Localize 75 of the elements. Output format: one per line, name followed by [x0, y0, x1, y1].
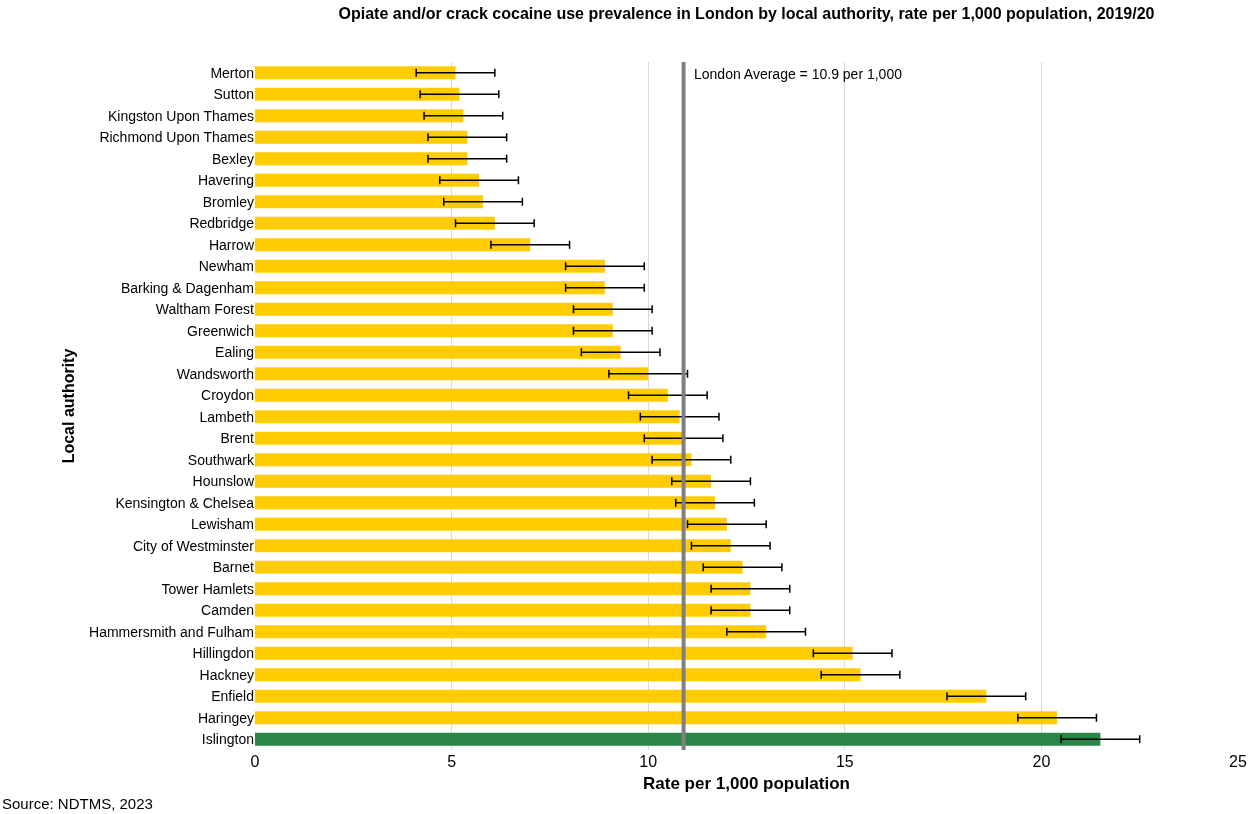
y-tick-label: Haringey — [197, 709, 254, 726]
chart-title: Opiate and/or crack cocaine use prevalence in London by local authority, rate per 1,000 population, 2019/20 — [338, 5, 1155, 23]
y-tick-label: Harrow — [208, 236, 255, 253]
y-tick-label: Redbridge — [189, 215, 255, 232]
x-axis-title: Rate per 1,000 population — [643, 774, 850, 794]
y-tick-label: Barnet — [212, 559, 255, 576]
bar — [255, 603, 751, 617]
bar — [255, 517, 727, 531]
y-tick-label: Kensington & Chelsea — [115, 494, 255, 511]
y-tick-label: Lambeth — [199, 408, 254, 425]
bar — [255, 431, 684, 445]
y-tick-label: Greenwich — [187, 322, 254, 339]
x-tick-label: 5 — [447, 753, 457, 770]
y-tick-label: Camden — [201, 602, 254, 619]
y-tick-label: Barking & Dagenham — [120, 279, 254, 296]
y-tick-label: Richmond Upon Thames — [99, 129, 254, 146]
bar — [255, 410, 680, 424]
bar — [255, 453, 692, 467]
bar — [255, 689, 987, 703]
bar — [255, 109, 464, 123]
x-tick-label: 25 — [1229, 753, 1247, 770]
x-tick-label: 20 — [1032, 753, 1051, 770]
y-tick-label: Lewisham — [190, 516, 254, 533]
y-tick-label: Brent — [220, 430, 255, 447]
bar — [255, 711, 1058, 725]
y-tick-label: Ealing — [215, 344, 254, 361]
bar — [255, 625, 767, 639]
y-tick-label: Hackney — [199, 666, 254, 683]
bar — [255, 474, 712, 488]
y-tick-label: Islington — [201, 731, 254, 748]
y-tick-label: City of Westminster — [132, 537, 255, 554]
y-tick-label: Bexley — [211, 150, 254, 167]
bar — [255, 496, 716, 510]
bar — [255, 539, 731, 553]
y-tick-label: Merton — [210, 64, 254, 81]
y-tick-label: Sutton — [213, 86, 254, 103]
y-tick-label: Newham — [198, 258, 254, 275]
bar — [255, 668, 861, 682]
bar — [255, 732, 1101, 746]
x-tick-label: 15 — [835, 753, 854, 770]
bar — [255, 302, 613, 316]
ref-line-label: London Average = 10.9 per 1,000 — [694, 66, 903, 82]
y-tick-label: Hammersmith and Fulham — [89, 623, 254, 640]
y-tick-label: Tower Hamlets — [161, 580, 254, 597]
bar — [255, 367, 649, 381]
y-tick-label: Havering — [197, 172, 254, 189]
bar — [255, 66, 456, 80]
y-tick-label: Hillingdon — [192, 645, 254, 662]
bar — [255, 130, 468, 144]
bar — [255, 216, 495, 230]
bar — [255, 152, 468, 166]
source-note: Source: NDTMS, 2023 — [2, 795, 153, 812]
bar — [255, 560, 743, 574]
bar — [255, 281, 605, 295]
y-tick-label: Southwark — [187, 451, 255, 468]
bar — [255, 582, 751, 596]
y-tick-label: Kingston Upon Thames — [107, 107, 254, 124]
y-tick-label: Hounslow — [192, 473, 255, 490]
x-tick-label: 0 — [250, 753, 260, 770]
y-tick-label: Croydon — [201, 387, 254, 404]
bar — [255, 646, 853, 660]
bar — [255, 388, 668, 402]
y-tick-label: Bromley — [202, 193, 254, 210]
y-axis-title: Local authority — [59, 348, 77, 464]
y-tick-label: Wandsworth — [176, 365, 254, 382]
bar — [255, 87, 460, 101]
y-tick-label: Waltham Forest — [155, 301, 255, 318]
bar — [255, 238, 531, 252]
y-tick-label: Enfield — [211, 688, 254, 705]
bar — [255, 345, 621, 359]
x-tick-label: 10 — [639, 753, 658, 770]
bar — [255, 173, 480, 187]
bar — [255, 195, 484, 209]
bar — [255, 324, 613, 338]
bar — [255, 259, 605, 273]
